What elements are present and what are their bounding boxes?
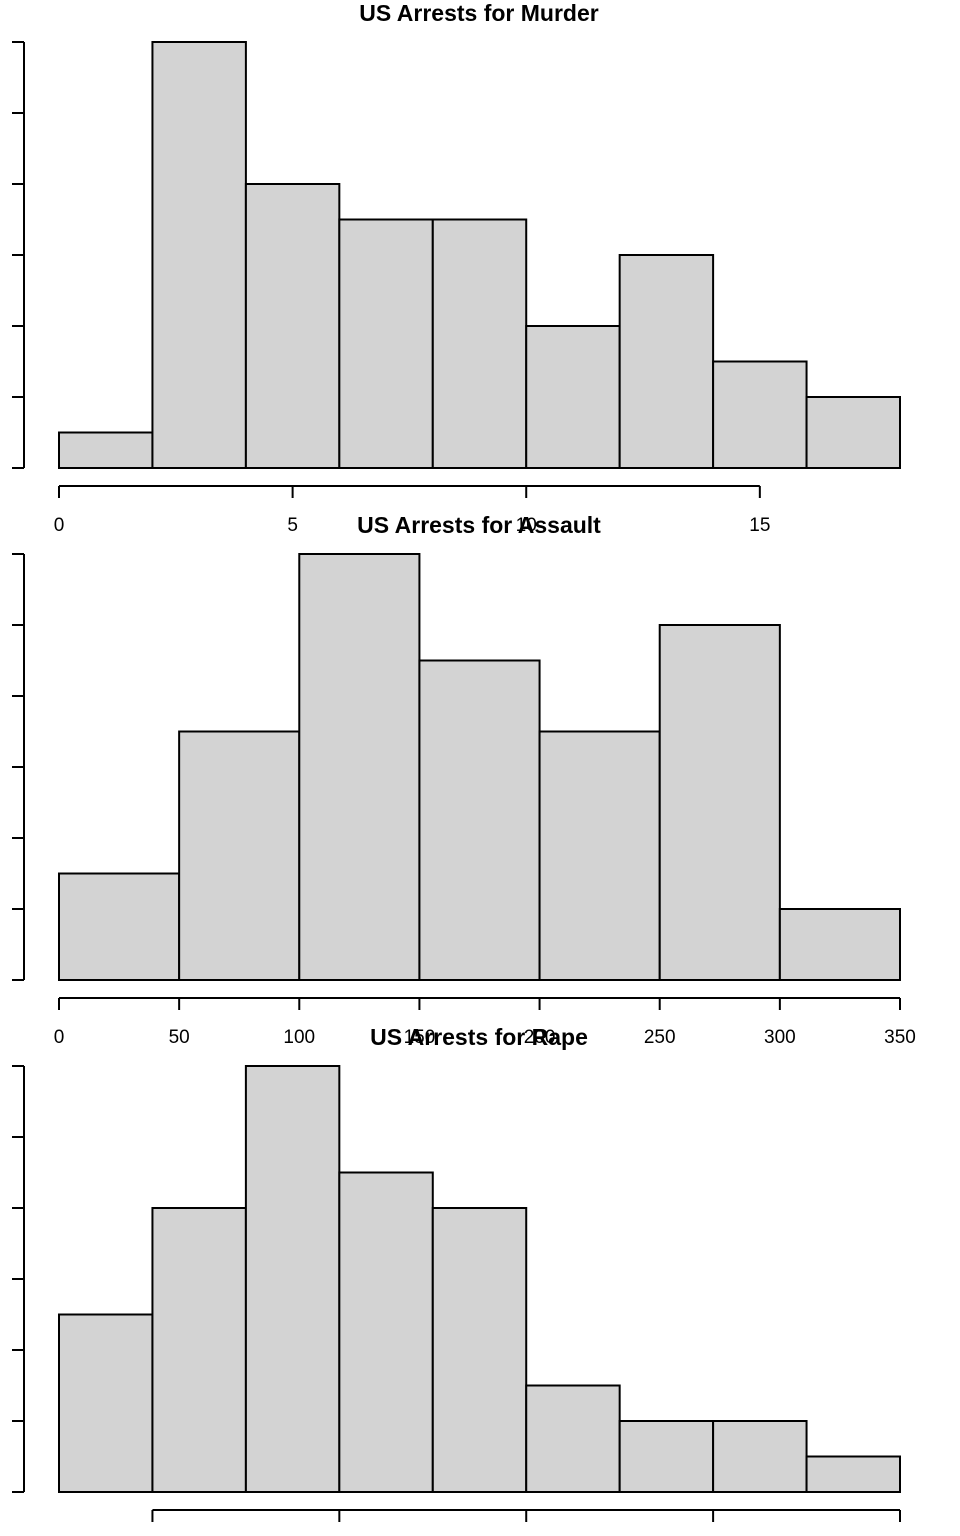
bar <box>525 325 621 469</box>
bar <box>658 624 781 981</box>
x-tick-label: 100 <box>283 1027 315 1048</box>
bar <box>805 1455 901 1493</box>
bar <box>151 1207 247 1493</box>
bar <box>538 730 661 981</box>
bar <box>58 872 181 981</box>
x-tick-label: 50 <box>169 1027 190 1048</box>
bar <box>244 183 341 469</box>
bar <box>58 431 154 469</box>
chart-title: US Arrests for Rape <box>370 1024 588 1050</box>
bar <box>778 908 901 981</box>
bar <box>431 218 528 469</box>
bar <box>298 553 421 981</box>
x-tick-label: 300 <box>764 1027 796 1048</box>
bar <box>338 218 434 469</box>
x-tick-label: 250 <box>644 1027 676 1048</box>
bar <box>712 360 808 469</box>
bar <box>151 41 247 469</box>
x-tick-label: 200 <box>524 1027 556 1048</box>
x-tick-label: 5 <box>287 515 298 536</box>
bar <box>431 1207 528 1493</box>
bar <box>618 254 715 469</box>
chart-title: US Arrests for Assault <box>357 512 601 538</box>
bar <box>338 1171 434 1493</box>
x-tick-label: 150 <box>404 1027 436 1048</box>
x-tick-label: 15 <box>749 515 770 536</box>
bar <box>58 1313 154 1493</box>
bar <box>178 730 301 981</box>
bar <box>244 1065 341 1493</box>
chart-title: US Arrests for Murder <box>359 0 598 26</box>
x-tick-label: 0 <box>54 515 65 536</box>
bar <box>525 1384 621 1493</box>
bar <box>618 1420 715 1493</box>
bar <box>418 659 541 981</box>
bar <box>712 1420 808 1493</box>
x-tick-label: 350 <box>884 1027 916 1048</box>
x-tick-label: 10 <box>516 515 537 536</box>
x-tick-label: 0 <box>54 1027 65 1048</box>
bar <box>805 396 901 469</box>
